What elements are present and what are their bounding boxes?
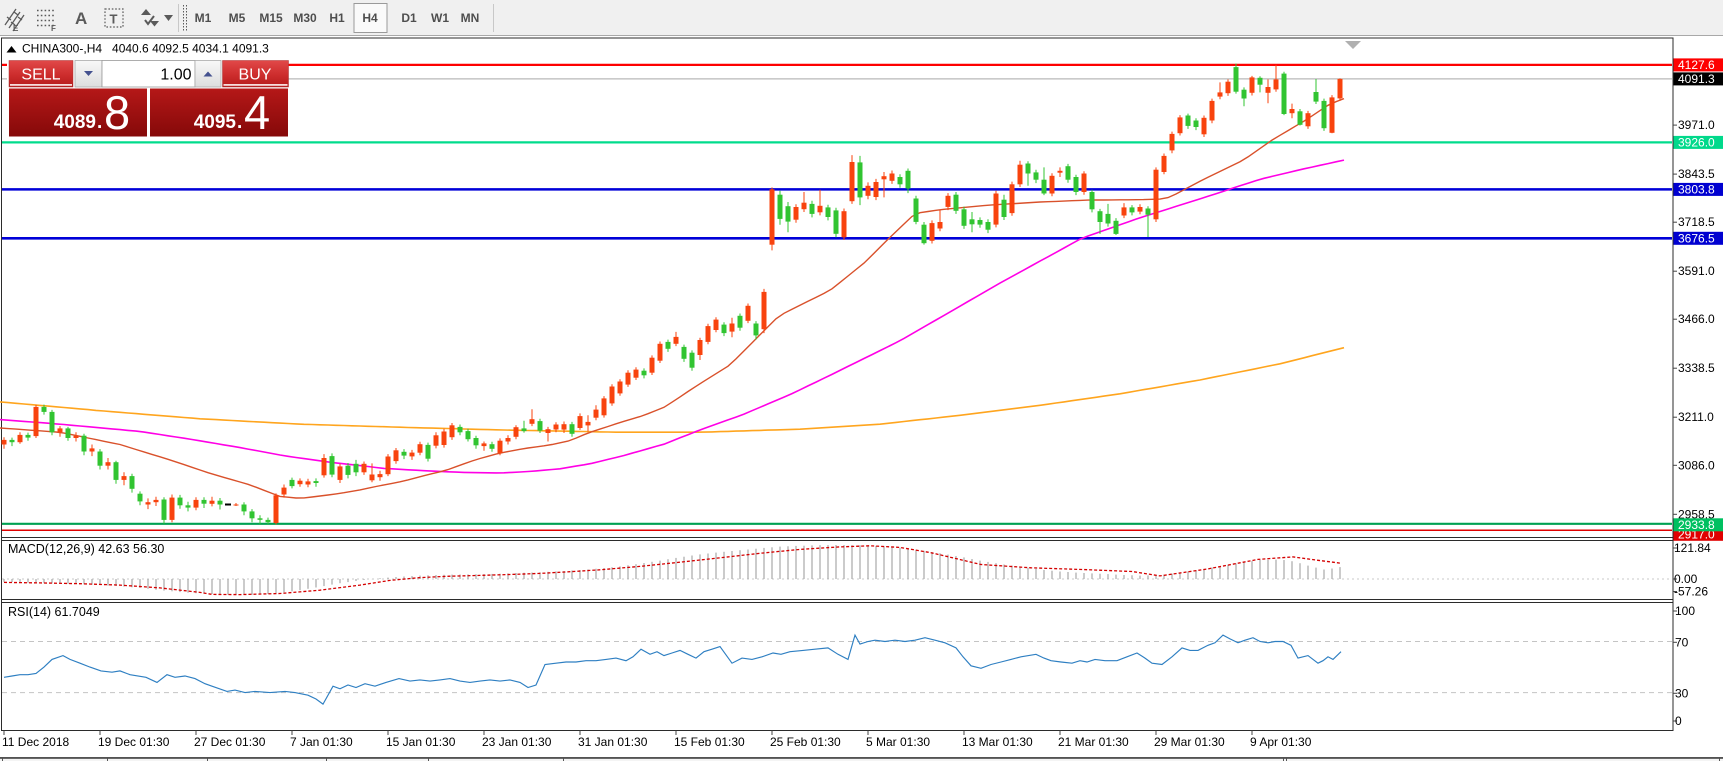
svg-text:4: 4 (244, 86, 270, 139)
svg-text:5 Mar 01:30: 5 Mar 01:30 (866, 735, 930, 749)
svg-text:MN: MN (461, 11, 480, 25)
svg-text:4127.6: 4127.6 (1678, 58, 1715, 72)
svg-text:31 Jan 01:30: 31 Jan 01:30 (578, 735, 648, 749)
svg-text:4095: 4095 (194, 112, 237, 133)
svg-text:T: T (110, 12, 118, 27)
svg-text:M1: M1 (195, 11, 212, 25)
svg-text:70: 70 (1675, 635, 1689, 649)
svg-text:121.84: 121.84 (1674, 541, 1711, 555)
svg-text:RSI(14) 61.7049: RSI(14) 61.7049 (8, 605, 100, 619)
svg-text:21 Mar 01:30: 21 Mar 01:30 (1058, 735, 1129, 749)
svg-text:9 Apr 01:30: 9 Apr 01:30 (1250, 735, 1312, 749)
svg-text:H1: H1 (329, 11, 345, 25)
svg-text:SELL: SELL (21, 67, 60, 84)
svg-text:100: 100 (1675, 604, 1695, 618)
svg-text:3718.5: 3718.5 (1678, 215, 1715, 229)
svg-text:4089: 4089 (54, 112, 96, 133)
svg-text:M5: M5 (229, 11, 246, 25)
svg-text:13 Mar 01:30: 13 Mar 01:30 (962, 735, 1033, 749)
svg-text:3211.0: 3211.0 (1678, 410, 1714, 424)
svg-text:BUY: BUY (239, 67, 272, 84)
svg-text:D1: D1 (401, 11, 417, 25)
svg-text:11 Dec 2018: 11 Dec 2018 (2, 735, 69, 749)
svg-text:3971.0: 3971.0 (1678, 118, 1715, 132)
svg-text:M30: M30 (293, 11, 317, 25)
svg-text:8: 8 (104, 86, 130, 139)
svg-text:3466.0: 3466.0 (1678, 312, 1715, 326)
svg-text:MACD(12,26,9) 42.63 56.30: MACD(12,26,9) 42.63 56.30 (8, 542, 164, 556)
svg-text:7 Jan 01:30: 7 Jan 01:30 (290, 735, 353, 749)
svg-text:-57.26: -57.26 (1674, 585, 1708, 599)
svg-text:30: 30 (1675, 686, 1689, 700)
svg-text:0.00: 0.00 (1674, 572, 1698, 586)
svg-text:4091.3: 4091.3 (1678, 72, 1715, 86)
svg-text:.: . (97, 112, 102, 133)
svg-text:3591.0: 3591.0 (1678, 264, 1715, 278)
svg-text:25 Feb 01:30: 25 Feb 01:30 (770, 735, 841, 749)
svg-text:3926.0: 3926.0 (1678, 135, 1715, 149)
svg-text:1.00: 1.00 (160, 67, 191, 84)
svg-text:15 Jan 01:30: 15 Jan 01:30 (386, 735, 456, 749)
svg-text:3676.5: 3676.5 (1678, 231, 1715, 245)
svg-text:2933.8: 2933.8 (1678, 518, 1715, 532)
svg-text:15 Feb 01:30: 15 Feb 01:30 (674, 735, 745, 749)
svg-text:3803.8: 3803.8 (1678, 182, 1715, 196)
svg-text:29 Mar 01:30: 29 Mar 01:30 (1154, 735, 1225, 749)
svg-text:2958.5: 2958.5 (1678, 507, 1715, 521)
svg-text:M15: M15 (259, 11, 283, 25)
svg-text:A: A (75, 9, 87, 28)
svg-text:0: 0 (1675, 714, 1682, 728)
svg-text:3338.5: 3338.5 (1678, 361, 1715, 375)
svg-text:23 Jan 01:30: 23 Jan 01:30 (482, 735, 552, 749)
svg-text:H4: H4 (362, 11, 378, 25)
svg-text:27 Dec 01:30: 27 Dec 01:30 (194, 735, 266, 749)
svg-text:E: E (13, 24, 19, 33)
svg-text:CHINA300-,H4 4040.6 4092.5 4: CHINA300-,H4 4040.6 4092.5 4034.1 4091.3 (22, 42, 269, 56)
svg-text:3843.5: 3843.5 (1678, 167, 1715, 181)
svg-text:3086.0: 3086.0 (1678, 458, 1715, 472)
svg-text:.: . (237, 112, 242, 133)
svg-text:F: F (51, 24, 56, 33)
svg-text:W1: W1 (431, 11, 449, 25)
svg-text:19 Dec 01:30: 19 Dec 01:30 (98, 735, 170, 749)
